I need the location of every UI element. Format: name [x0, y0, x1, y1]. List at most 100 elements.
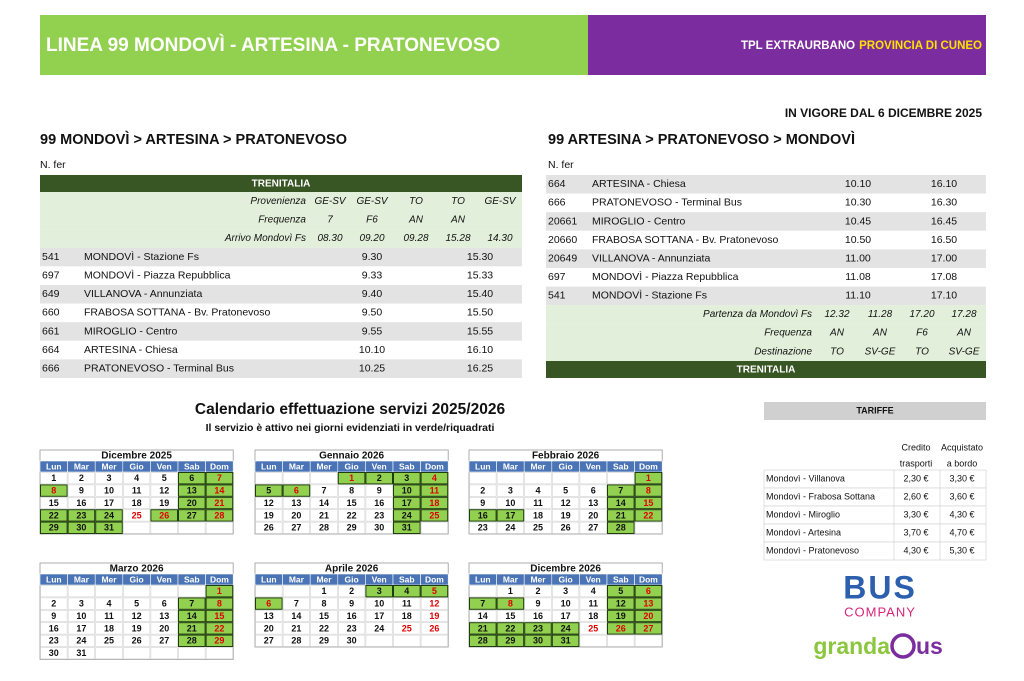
stop-name: MONDOVÌ - Stazione Fs [84, 250, 199, 263]
day-cell [95, 597, 123, 610]
day-cell [469, 634, 497, 647]
day: 14 [187, 611, 197, 621]
weekday: Dom [210, 574, 229, 584]
day-cell [469, 521, 497, 534]
day: 12 [132, 611, 142, 621]
day-cell [178, 472, 206, 485]
day-cell [393, 509, 421, 522]
day: 21 [291, 623, 301, 633]
day-cell [205, 472, 234, 485]
day-cell [255, 634, 283, 647]
day-cell [579, 497, 607, 509]
day-cell [178, 521, 206, 534]
day-cell [634, 521, 662, 534]
day: 4 [134, 473, 139, 483]
day-cell [40, 585, 68, 598]
day-cell [150, 597, 178, 610]
day-cell [150, 472, 178, 485]
day-cell [469, 585, 497, 598]
day: 6 [162, 598, 167, 608]
day-cell [496, 610, 524, 622]
weekday: Mar [289, 574, 305, 584]
weekday: Mar [74, 461, 90, 471]
day-cell [150, 521, 178, 534]
day: 10 [76, 611, 86, 621]
day-cell [255, 597, 283, 610]
info-value: 14.30 [487, 233, 512, 244]
day-cell [496, 472, 524, 485]
day: 8 [349, 485, 354, 495]
info-value: GE-SV [314, 196, 346, 207]
day-cell [95, 647, 123, 660]
weekday: Dom [425, 574, 444, 584]
day-cell [607, 496, 635, 510]
weekday: Sab [613, 461, 629, 471]
day: 20 [159, 623, 169, 633]
day-cell [420, 622, 448, 635]
day: 14 [478, 611, 488, 621]
day-cell [255, 472, 283, 485]
day: 22 [643, 510, 653, 520]
day-cell [552, 497, 580, 509]
day: 17 [76, 623, 86, 633]
day: 13 [643, 598, 653, 608]
day: 9 [377, 485, 382, 495]
day-cell [338, 622, 366, 635]
day: 19 [429, 611, 439, 621]
day-cell [579, 484, 607, 497]
day: 27 [291, 523, 301, 533]
agency: TPL EXTRAURBANO [741, 40, 855, 52]
stop-name: MIROGLIO - Centro [84, 325, 178, 337]
weekday: Lun [46, 574, 62, 584]
day-cell [552, 585, 580, 598]
day-cell [150, 622, 178, 635]
day-cell [338, 634, 366, 647]
weekday: Gio [130, 461, 144, 471]
day-cell [95, 472, 123, 485]
weekday-cell [420, 460, 449, 473]
stop-row [40, 285, 522, 304]
day: 24 [505, 523, 515, 533]
tariff-row [763, 541, 987, 561]
day: 30 [347, 636, 357, 646]
day-cell [579, 585, 607, 598]
day-cell [634, 496, 663, 510]
day: 12 [264, 498, 274, 508]
tariff-header: Acquistato [941, 442, 983, 452]
day-cell [123, 634, 151, 647]
day-cell [469, 484, 497, 497]
weekday: Ven [586, 574, 601, 584]
day: 8 [321, 598, 326, 608]
day: 1 [51, 473, 56, 483]
day: 28 [478, 636, 488, 646]
day-cell [365, 634, 393, 647]
tariff-header: Credito [901, 442, 930, 452]
weekday: Lun [261, 574, 277, 584]
day-cell [552, 472, 580, 485]
day: 11 [402, 598, 412, 608]
day: 6 [591, 485, 596, 495]
day: 14 [616, 498, 626, 508]
day-cell [393, 496, 421, 510]
day: 30 [374, 523, 384, 533]
day: 23 [478, 523, 488, 533]
logo-granda: granda [813, 633, 890, 659]
day: 6 [294, 485, 299, 495]
day-cell [524, 472, 552, 485]
stop-time: 17.10 [931, 290, 957, 302]
day-cell [551, 622, 580, 635]
tariff-route: Mondovì - Frabosa Sottana [766, 491, 875, 501]
day: 1 [646, 473, 651, 483]
logo-icon [890, 633, 916, 659]
day-cell [150, 509, 178, 522]
weekday: Ven [372, 461, 387, 471]
day: 23 [49, 636, 59, 646]
day-cell [634, 585, 663, 598]
day: 29 [505, 636, 515, 646]
info-value: F6 [366, 215, 378, 226]
day-cell [255, 509, 283, 522]
day-cell [338, 585, 366, 598]
day-cell [310, 484, 338, 497]
day: 23 [347, 623, 357, 633]
stop-name: VILLANOVA - Annunziata [592, 252, 710, 264]
